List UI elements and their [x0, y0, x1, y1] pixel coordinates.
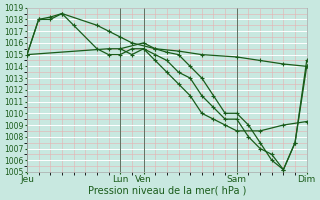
X-axis label: Pression niveau de la mer( hPa ): Pression niveau de la mer( hPa ): [88, 186, 246, 196]
